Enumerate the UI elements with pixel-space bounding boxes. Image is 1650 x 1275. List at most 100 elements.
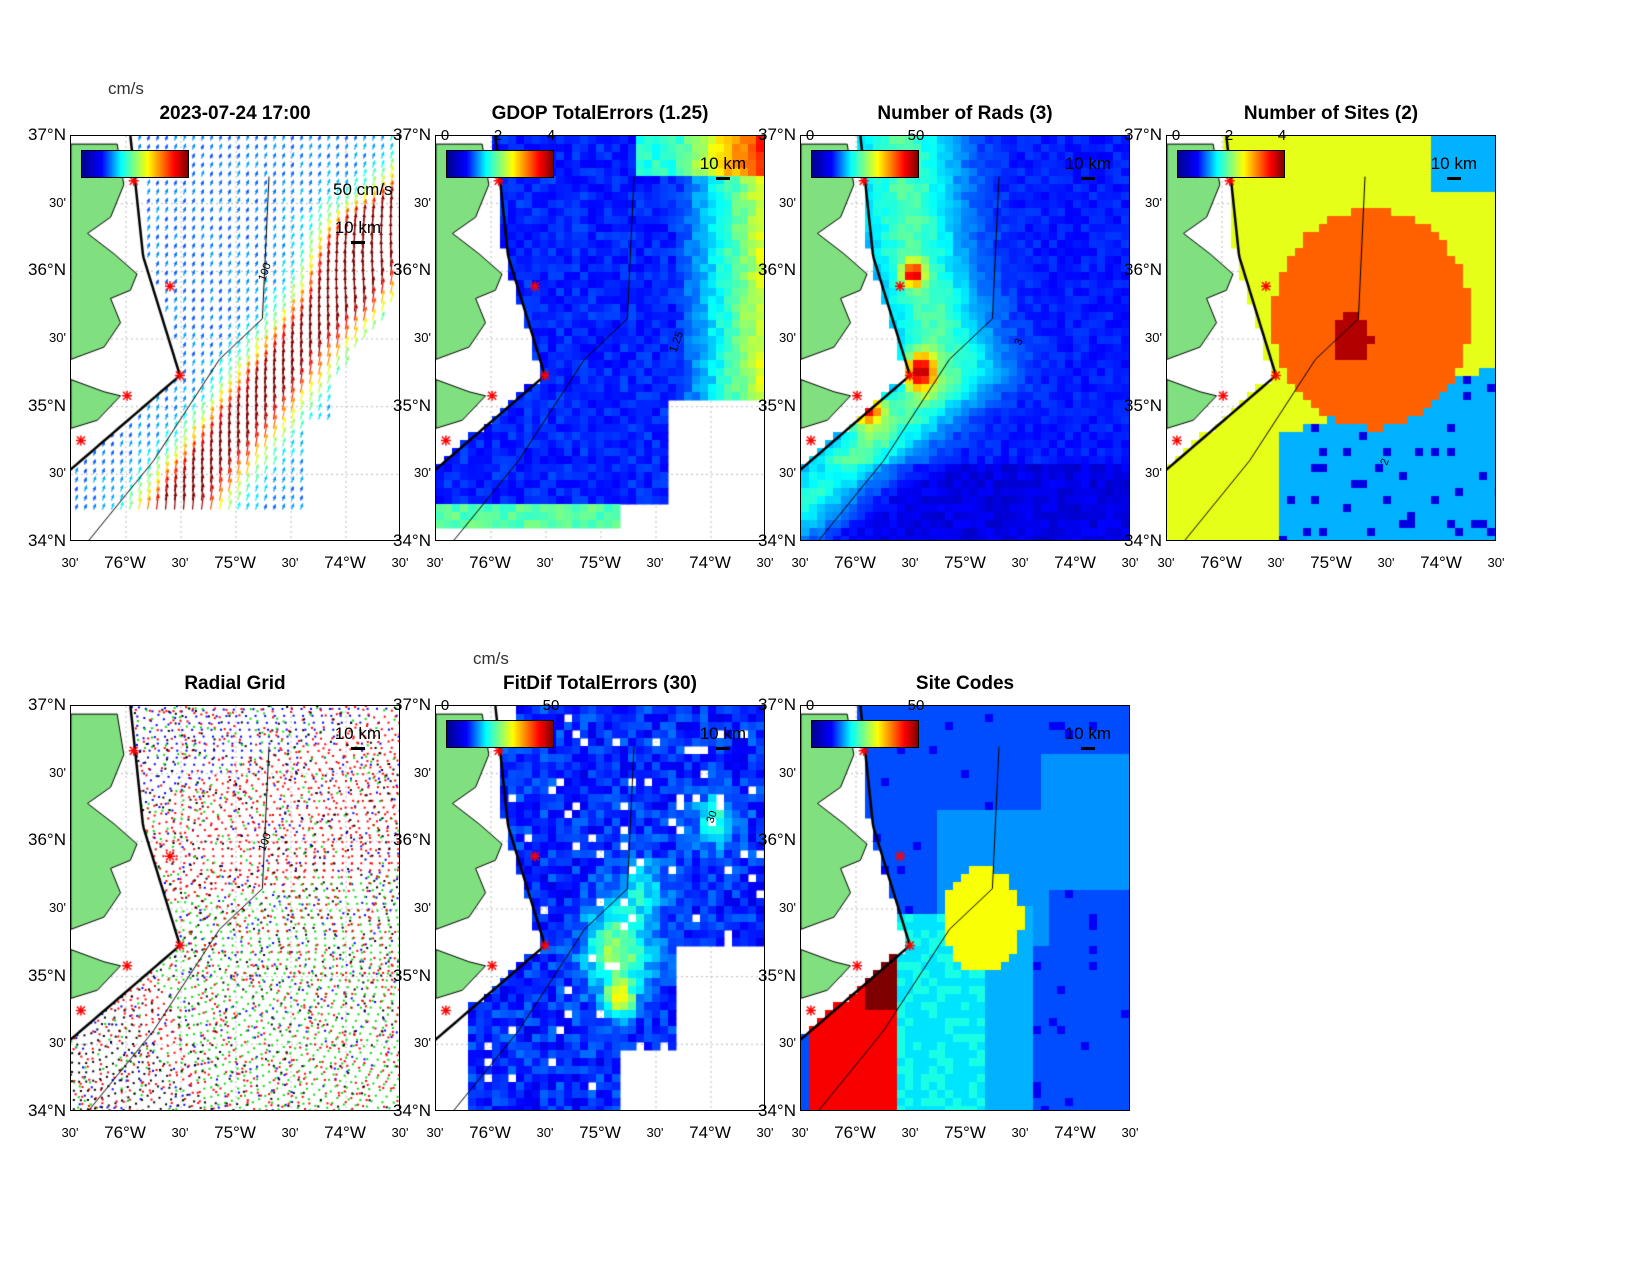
lat-tick-label: 30' <box>779 330 796 345</box>
colorbar <box>446 720 554 748</box>
lat-tick-label: 36°N <box>393 260 431 280</box>
lon-tick-label: 30' <box>61 555 79 570</box>
scale-bar-label: 10 km <box>1430 154 1477 173</box>
scale-bar-label: 10 km <box>699 724 746 743</box>
colorbar-tick: 0 <box>1171 127 1181 144</box>
map-panel: Number of Sites (2) 10 km 2 0 2 4 37°N 30' 36°N 3… <box>1124 103 1504 572</box>
lat-tick-label: 30' <box>49 465 66 481</box>
lon-tick-label: 74°W <box>689 553 731 572</box>
colorbar <box>811 720 919 748</box>
colorbar-tick: 50 <box>907 127 925 144</box>
lon-tick-label: 30' <box>756 1125 774 1140</box>
lon-tick-label: 30' <box>171 555 189 570</box>
colorbar-tick: 0 <box>440 127 450 144</box>
scale-bar-line <box>715 177 730 180</box>
lat-tick-label: 30' <box>1145 194 1162 210</box>
scale-bar: 10 km <box>700 724 746 750</box>
lon-tick-label: 30' <box>791 1125 809 1140</box>
lon-tick-label: 30' <box>901 1125 919 1140</box>
map-axes[interactable]: 10 km 30 <box>435 705 765 1111</box>
map-axes[interactable]: 10 km 2 <box>1166 135 1496 541</box>
map-axes[interactable]: 10 km 100 <box>70 705 400 1111</box>
scale-bar-line <box>715 747 730 750</box>
lon-tick-label: 76°W <box>1200 553 1242 572</box>
lon-tick-label: 75°W <box>944 553 986 572</box>
lon-tick-label: 30' <box>1121 555 1139 570</box>
map-canvas[interactable] <box>436 706 764 1110</box>
lon-tick-label: 30' <box>281 555 299 570</box>
lon-tick-label: 75°W <box>579 1123 621 1142</box>
lat-tick-label: 30' <box>779 465 796 481</box>
colorbar-tick: 2 <box>1224 127 1234 144</box>
lat-tick-label: 30' <box>414 194 431 210</box>
lon-tick-label: 74°W <box>689 1123 731 1142</box>
lat-tick-label: 37°N <box>758 125 796 144</box>
scale-bar-label: 10 km <box>1064 724 1111 743</box>
panel-title: Site Codes <box>915 673 1015 694</box>
lat-tick-label: 37°N <box>393 125 431 144</box>
colorbar-tick: 4 <box>1277 127 1287 144</box>
lat-tick-label: 35°N <box>1124 395 1162 415</box>
colorbar <box>81 150 189 178</box>
lon-tick-label: 76°W <box>104 1123 146 1142</box>
lon-tick-label: 76°W <box>469 553 511 572</box>
lat-tick-label: 34°N <box>758 1101 796 1120</box>
map-canvas[interactable] <box>71 706 399 1110</box>
lon-tick-label: 74°W <box>1054 553 1096 572</box>
lat-tick-label: 30' <box>49 194 66 210</box>
lon-tick-label: 75°W <box>1310 553 1352 572</box>
scale-bar: 10 km <box>1065 724 1111 750</box>
lon-tick-label: 30' <box>1157 555 1175 570</box>
map-canvas[interactable] <box>436 136 764 540</box>
map-axes[interactable]: 10 km <box>800 705 1130 1111</box>
lat-tick-label: 30' <box>414 764 431 780</box>
scale-bar: 10 km <box>1065 154 1111 180</box>
lon-tick-label: 30' <box>791 555 809 570</box>
lon-tick-label: 76°W <box>834 1123 876 1142</box>
lat-tick-label: 30' <box>779 900 796 915</box>
colorbar-tick: 0 <box>805 127 815 144</box>
colorbar-tick: 4 <box>546 127 556 144</box>
scale-bar-label: 10 km <box>1064 154 1111 173</box>
lat-tick-label: 34°N <box>1124 531 1162 550</box>
lon-tick-label: 30' <box>756 555 774 570</box>
map-canvas[interactable] <box>801 136 1129 540</box>
lat-tick-label: 34°N <box>393 531 431 550</box>
colorbar-unit-label: cm/s <box>473 649 509 668</box>
lat-tick-label: 36°N <box>28 830 66 850</box>
lat-tick-label: 36°N <box>393 830 431 850</box>
colorbar-tick: 50 <box>542 697 560 714</box>
lat-tick-label: 34°N <box>28 1101 66 1120</box>
map-canvas[interactable] <box>1167 136 1495 540</box>
map-axes[interactable]: 50 cm/s 10 km 100 <box>70 135 400 541</box>
map-axes[interactable]: 10 km 3 <box>800 135 1130 541</box>
map-axes[interactable]: 10 km 1.25 <box>435 135 765 541</box>
panel-title: Number of Sites (2) <box>1243 103 1419 124</box>
lat-tick-label: 35°N <box>393 395 431 415</box>
lat-tick-label: 35°N <box>758 965 796 985</box>
colorbar-unit-label: cm/s <box>108 79 144 98</box>
lon-tick-label: 30' <box>61 1125 79 1140</box>
lon-tick-label: 30' <box>646 1125 664 1140</box>
map-panel: Radial Grid 10 km 100 37°N 30' 36°N 30' 35°N 30'… <box>28 673 408 1142</box>
scale-bar: 10 km <box>1431 154 1477 180</box>
lat-tick-label: 30' <box>414 465 431 481</box>
lon-tick-label: 74°W <box>1054 1123 1096 1142</box>
lon-tick-label: 75°W <box>214 553 256 572</box>
colorbar-tick: 0 <box>440 697 450 714</box>
lat-tick-label: 30' <box>49 330 66 345</box>
map-canvas[interactable] <box>801 706 1129 1110</box>
map-panel: FitDif TotalErrors (30) 10 km 30 0 50 cm/s 37°… <box>393 649 773 1142</box>
lon-tick-label: 76°W <box>469 1123 511 1142</box>
lon-tick-label: 30' <box>901 555 919 570</box>
panel-title: GDOP TotalErrors (1.25) <box>491 103 709 124</box>
lat-tick-label: 36°N <box>758 830 796 850</box>
lon-tick-label: 30' <box>536 1125 554 1140</box>
scale-bar-label: 10 km <box>699 154 746 173</box>
lon-tick-label: 30' <box>426 555 444 570</box>
lat-tick-label: 30' <box>414 900 431 915</box>
lat-tick-label: 37°N <box>393 695 431 714</box>
lat-tick-label: 35°N <box>758 395 796 415</box>
map-canvas[interactable] <box>71 136 399 540</box>
lon-tick-label: 30' <box>536 555 554 570</box>
